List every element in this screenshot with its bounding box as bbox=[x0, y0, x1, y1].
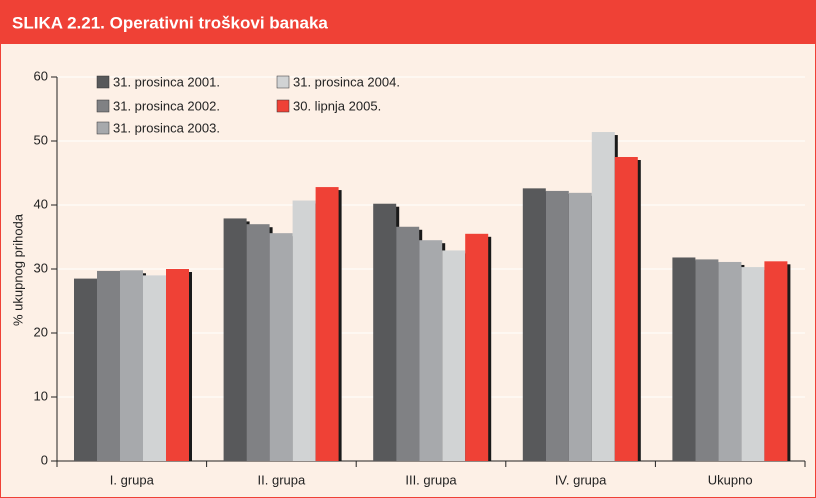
bar bbox=[442, 250, 466, 461]
legend-swatch bbox=[96, 121, 110, 135]
header bbox=[0, 0, 816, 44]
bar bbox=[614, 157, 638, 461]
y-tick-label: 20 bbox=[34, 324, 48, 339]
bar bbox=[223, 218, 247, 461]
y-tick-label: 40 bbox=[34, 196, 48, 211]
chart-title: SLIKA 2.21. Operativni troškovi banaka bbox=[12, 13, 328, 32]
bar bbox=[269, 233, 293, 461]
bar bbox=[246, 224, 270, 461]
bar bbox=[292, 200, 316, 461]
legend-label: 31. prosinca 2001. bbox=[113, 74, 220, 89]
bar bbox=[718, 261, 742, 461]
x-tick-label: I. grupa bbox=[110, 472, 155, 487]
bar bbox=[764, 261, 788, 461]
bar bbox=[419, 240, 443, 461]
bar bbox=[465, 233, 489, 461]
bar bbox=[315, 187, 339, 461]
x-tick-label: II. grupa bbox=[258, 472, 306, 487]
bar bbox=[166, 269, 189, 461]
x-tick-label: Ukupno bbox=[708, 472, 753, 487]
y-tick-label: 30 bbox=[34, 260, 48, 275]
legend-label: 31. prosinca 2003. bbox=[113, 120, 220, 135]
bar bbox=[568, 192, 592, 461]
bar bbox=[672, 257, 696, 461]
bar bbox=[74, 278, 97, 461]
legend-label: 31. prosinca 2004. bbox=[293, 74, 400, 89]
legend-swatch bbox=[276, 99, 290, 113]
bar bbox=[373, 203, 397, 461]
bar bbox=[591, 132, 615, 462]
y-tick-label: 0 bbox=[41, 452, 48, 467]
x-tick-label: III. grupa bbox=[405, 472, 457, 487]
x-tick-label: IV. grupa bbox=[555, 472, 607, 487]
bar bbox=[97, 270, 120, 461]
bar bbox=[143, 275, 166, 461]
legend-swatch bbox=[276, 75, 290, 89]
y-tick-label: 50 bbox=[34, 132, 48, 147]
legend-swatch bbox=[96, 75, 110, 89]
legend-label: 30. lipnja 2005. bbox=[293, 98, 381, 113]
y-axis-label: % ukupnog prihoda bbox=[10, 213, 25, 326]
legend-label: 31. prosinca 2002. bbox=[113, 98, 220, 113]
bar bbox=[396, 226, 420, 461]
bar bbox=[120, 270, 143, 461]
bar bbox=[545, 190, 569, 462]
bar bbox=[741, 267, 765, 461]
bar bbox=[695, 259, 719, 461]
bar bbox=[522, 188, 546, 462]
legend-swatch bbox=[96, 99, 110, 113]
y-tick-label: 10 bbox=[34, 388, 48, 403]
y-tick-label: 60 bbox=[34, 68, 48, 83]
